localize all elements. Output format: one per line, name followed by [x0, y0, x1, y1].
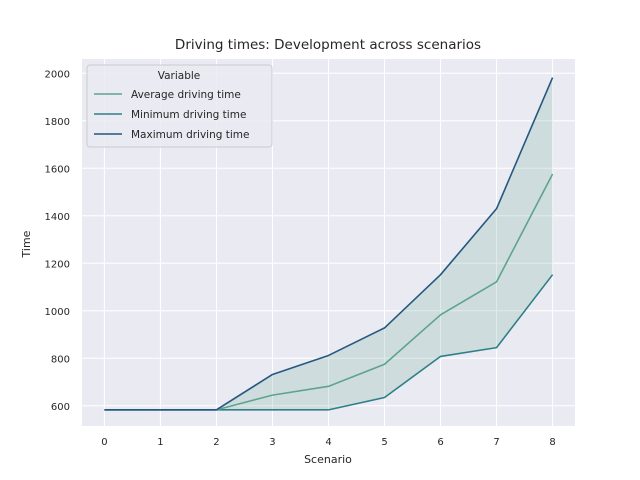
legend-title: Variable	[158, 70, 201, 82]
x-tick-label: 5	[381, 437, 387, 448]
x-tick-label: 6	[437, 437, 443, 448]
series-line-maximum-driving-time	[104, 77, 554, 411]
y-axis-label: Time	[20, 230, 33, 258]
legend-items: Average driving time Minimum driving time…	[94, 89, 249, 141]
x-tick-label: 1	[157, 437, 163, 448]
y-tick-label: 600	[51, 402, 70, 413]
legend-entry: Minimum driving time	[131, 109, 246, 121]
min-max-band	[104, 77, 553, 410]
shaded-band	[104, 77, 553, 410]
tick-labels: 0 1 2 3 4 5 6 7 8 600 800 1000 1200 1400 1600 1800 2000	[45, 69, 556, 448]
y-tick-label: 1200	[45, 259, 70, 270]
legend-entry: Average driving time	[131, 89, 241, 101]
x-tick-label: 0	[101, 437, 107, 448]
y-tick-label: 800	[51, 354, 70, 365]
y-tick-label: 2000	[45, 69, 70, 80]
chart-title: Driving times: Development across scenar…	[175, 37, 481, 53]
y-tick-label: 1800	[45, 117, 70, 128]
legend: Variable Average driving time Minimum dri…	[86, 64, 273, 148]
y-tick-label: 1000	[45, 307, 70, 318]
x-tick-label: 7	[493, 437, 499, 448]
x-tick-label: 3	[269, 437, 275, 448]
x-tick-label: 4	[325, 437, 331, 448]
y-tick-label: 1400	[45, 212, 70, 223]
legend-entry: Maximum driving time	[131, 129, 249, 141]
grid-lines	[82, 59, 575, 426]
x-axis-label: Scenario	[304, 453, 352, 466]
x-tick-label: 2	[213, 437, 219, 448]
x-tick-label: 8	[549, 437, 555, 448]
series-lines	[104, 77, 554, 411]
legend-box	[86, 64, 273, 148]
y-tick-label: 1600	[45, 164, 70, 175]
